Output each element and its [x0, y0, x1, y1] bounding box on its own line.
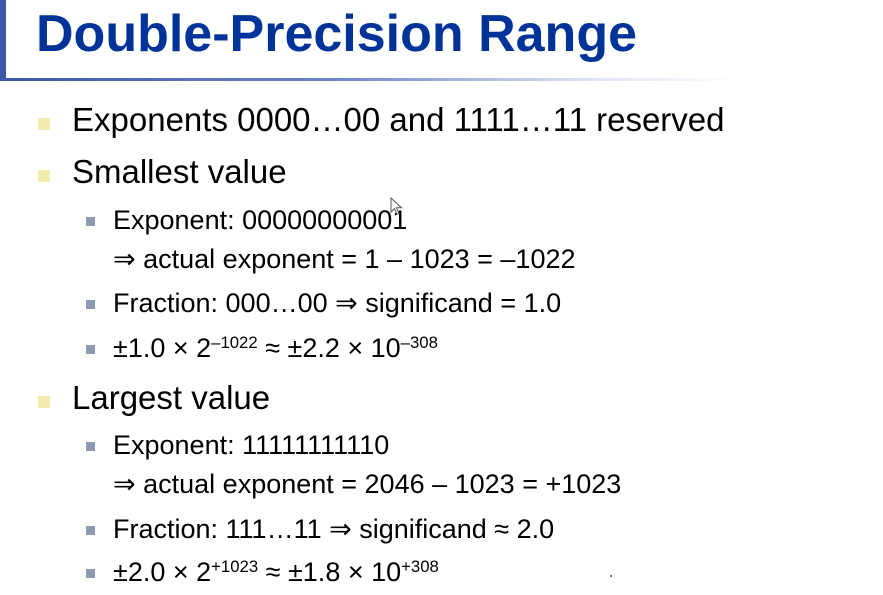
- small-square-bullet-icon: [86, 526, 95, 535]
- small-square-bullet-icon: [86, 217, 95, 226]
- mouse-cursor-icon: [390, 197, 403, 216]
- slide-title: Double-Precision Range: [36, 5, 637, 63]
- smallest-value-exp2: –1022: [211, 332, 258, 352]
- largest-value-base10: ≈ ±1.8 × 10: [258, 557, 402, 587]
- bullet-reserved-exponents: Exponents 0000…00 and 1111…11 reserved: [72, 101, 725, 138]
- largest-value-base2: ±2.0 × 2: [113, 557, 212, 587]
- square-bullet-icon: [38, 118, 50, 130]
- smallest-actual-exponent-line: ⇒ actual exponent = 1 – 1023 = –1022: [113, 244, 576, 274]
- small-square-bullet-icon: [86, 345, 95, 354]
- bullet-smallest-value: Smallest value: [72, 153, 287, 190]
- largest-actual-exponent-line: ⇒ actual exponent = 2046 – 1023 = +1023: [113, 469, 622, 499]
- square-bullet-icon: [38, 396, 50, 408]
- red-dot-mark: [610, 575, 612, 577]
- bullet-largest-value: Largest value: [72, 379, 271, 416]
- largest-exponent-line: Exponent: 11111111110: [113, 430, 390, 460]
- smallest-exponent-line: Exponent: 00000000001: [113, 205, 408, 235]
- small-square-bullet-icon: [86, 300, 95, 309]
- smallest-value-formula: ±1.0 × 2–1022 ≈ ±2.2 × 10–308: [113, 331, 438, 365]
- title-accent-bar: [0, 0, 6, 80]
- small-square-bullet-icon: [86, 442, 95, 451]
- smallest-value-exp10: –308: [400, 332, 438, 352]
- square-bullet-icon: [38, 170, 50, 182]
- title-underline: [0, 78, 740, 81]
- largest-value-exp10: +308: [401, 556, 439, 576]
- largest-value-exp2: +1023: [211, 556, 259, 576]
- smallest-value-base2: ±1.0 × 2: [113, 333, 212, 363]
- largest-value-formula: ±2.0 × 2+1023 ≈ ±1.8 × 10+308: [113, 555, 439, 589]
- largest-fraction-line: Fraction: 111…11 ⇒ significand ≈ 2.0: [113, 514, 555, 544]
- smallest-value-base10: ≈ ±2.2 × 10: [257, 333, 401, 363]
- small-square-bullet-icon: [86, 569, 95, 578]
- smallest-fraction-line: Fraction: 000…00 ⇒ significand = 1.0: [113, 288, 562, 318]
